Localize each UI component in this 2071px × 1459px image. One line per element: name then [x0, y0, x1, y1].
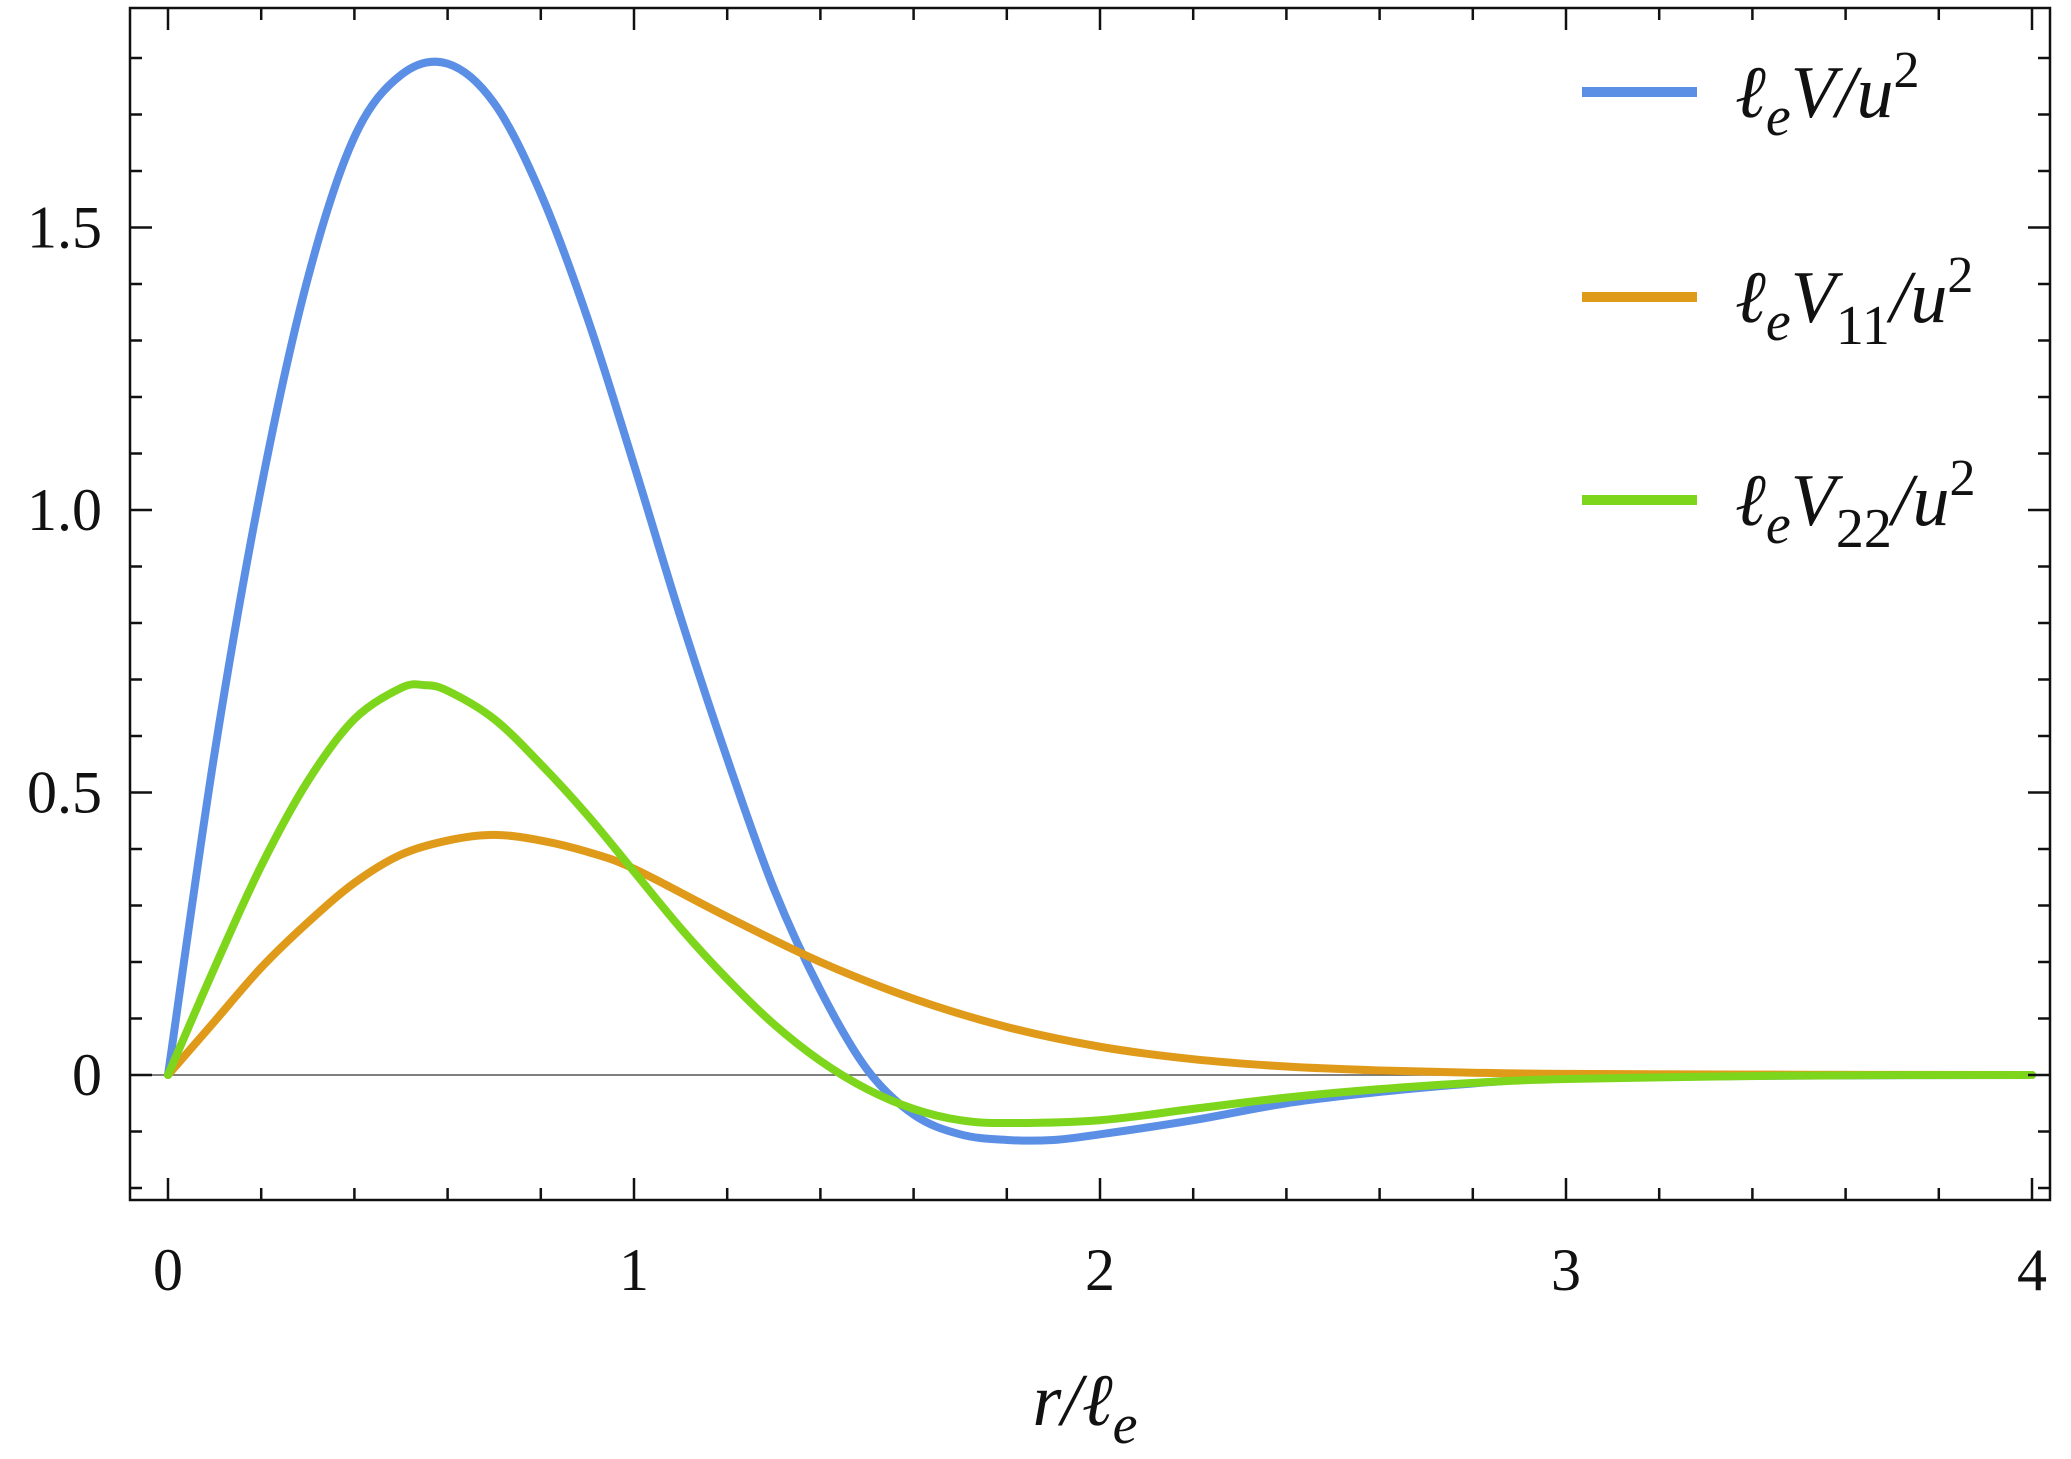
plot-frame [128, 6, 2052, 1202]
y-tick-label: 1.0 [27, 477, 102, 543]
series-layer [164, 57, 2036, 1145]
axis-ticks [130, 8, 2050, 1200]
legend-label-3: ℓeV22/u2 [1735, 450, 1975, 560]
x-tick-label: 2 [1085, 1237, 1115, 1303]
tick-labels: 0 1 2 3 4 0 0.5 1.0 1.5 [27, 195, 2047, 1304]
series-line-3 [164, 680, 2036, 1128]
legend: ℓeV/u2 ℓeV11/u2 ℓeV22/u2 [1582, 42, 1975, 560]
x-tick-label: 3 [1551, 1237, 1581, 1303]
x-tick-label: 0 [153, 1237, 183, 1303]
y-tick-label: 1.5 [27, 195, 102, 261]
y-tick-label: 0.5 [27, 760, 102, 826]
y-tick-label: 0 [72, 1042, 102, 1108]
frame-rect [128, 6, 2052, 1202]
series-line-2 [164, 830, 2036, 1079]
x-tick-label: 1 [619, 1237, 649, 1303]
legend-label-1: ℓeV/u2 [1735, 42, 1919, 148]
legend-label-2: ℓeV11/u2 [1735, 247, 1973, 357]
x-tick-label: 4 [2017, 1237, 2047, 1303]
series-line-1 [164, 57, 2036, 1145]
x-axis-label: r/ℓe [1032, 1360, 1137, 1456]
